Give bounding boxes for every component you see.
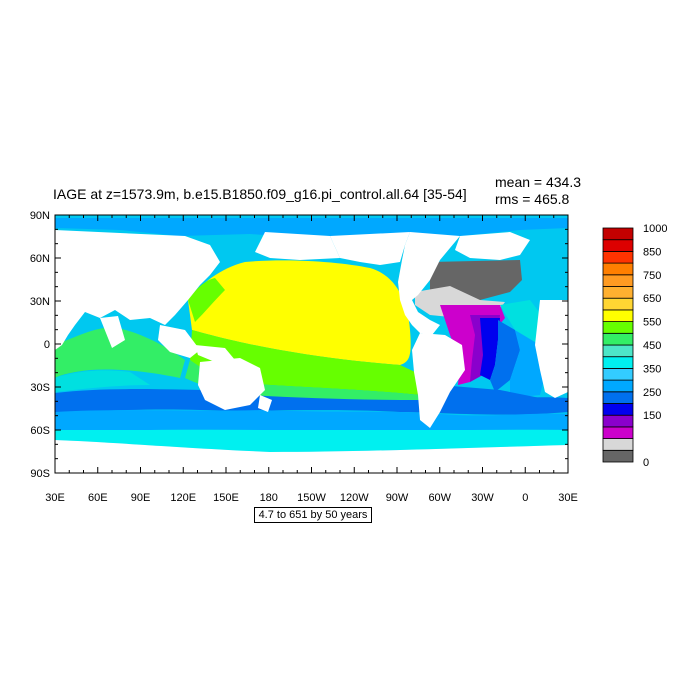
colorbar-label: 750 <box>643 270 661 282</box>
colorbar-cell <box>602 344 634 358</box>
colorbar-cell <box>602 321 634 334</box>
colorbar-cell <box>602 274 634 287</box>
colorbar-cell <box>602 239 634 252</box>
x-tick-label: 90E <box>131 492 151 504</box>
x-tick-label: 60W <box>428 492 451 504</box>
colorbar-cell <box>602 403 634 416</box>
x-tick-label: 60E <box>88 492 108 504</box>
x-tick-label: 30E <box>558 492 578 504</box>
colorbar-cell <box>602 379 634 393</box>
colorbar-cell <box>602 286 634 299</box>
plot-title: IAGE at z=1573.9m, b.e15.B1850.f09_g16.p… <box>53 186 467 202</box>
colorbar-cell <box>602 391 634 404</box>
range-label: 4.7 to 651 by 50 years <box>254 507 372 523</box>
colorbar-label: 350 <box>643 363 661 375</box>
y-tick-label: 60N <box>30 253 50 265</box>
y-tick-label: 30S <box>30 382 50 394</box>
colorbar-cell <box>602 356 634 369</box>
colorbar-cell <box>602 309 634 322</box>
colorbar-cell <box>602 414 634 428</box>
x-tick-label: 120E <box>170 492 196 504</box>
y-axis: 90N 60N 30N 0 30S 60S 90S <box>30 210 568 480</box>
colorbar-cell <box>602 449 634 463</box>
colorbar-cell <box>602 367 634 381</box>
x-tick-label: 30E <box>45 492 65 504</box>
colorbar-cell <box>602 227 634 241</box>
colorbar-label: 650 <box>643 293 661 305</box>
x-tick-label: 180 <box>260 492 278 504</box>
land-mask <box>55 230 568 473</box>
colorbar-label: 850 <box>643 246 661 258</box>
colorbar-cell <box>602 262 634 276</box>
y-tick-label: 90S <box>30 468 50 480</box>
y-tick-label: 30N <box>30 296 50 308</box>
y-tick-label: 90N <box>30 210 50 222</box>
colorbar-cell <box>602 426 634 439</box>
stats-block: mean = 434.3 rms = 465.8 <box>495 174 581 208</box>
colorbar-label: 150 <box>643 410 661 422</box>
colorbar-label: 250 <box>643 387 661 399</box>
colorbar-cell <box>602 438 634 451</box>
mean-label: mean = 434.3 <box>495 174 582 190</box>
rms-label: rms = 465.8 <box>495 191 570 207</box>
colorbar-cell <box>602 332 634 346</box>
colorbar-cell <box>602 250 634 264</box>
y-tick-label: 60S <box>30 425 50 437</box>
colorbar-cell <box>602 297 634 311</box>
colorbar-label: 0 <box>643 457 649 469</box>
x-tick-label: 0 <box>522 492 528 504</box>
colorbar: 0 150 250 350 450 550 650 750 850 1000 <box>602 223 667 469</box>
colorbar-label: 450 <box>643 340 661 352</box>
colorbar-label: 1000 <box>643 223 667 235</box>
x-tick-label: 30W <box>471 492 494 504</box>
colorbar-label: 550 <box>643 317 661 329</box>
x-tick-label: 90W <box>386 492 409 504</box>
x-tick-label: 120W <box>340 492 369 504</box>
x-axis: 30E 60E 90E 120E 150E 180 150W 120W 90W 60W 30W 0 30… <box>45 215 578 504</box>
x-tick-label: 150E <box>213 492 239 504</box>
x-tick-label: 150W <box>297 492 326 504</box>
y-tick-label: 0 <box>44 339 50 351</box>
